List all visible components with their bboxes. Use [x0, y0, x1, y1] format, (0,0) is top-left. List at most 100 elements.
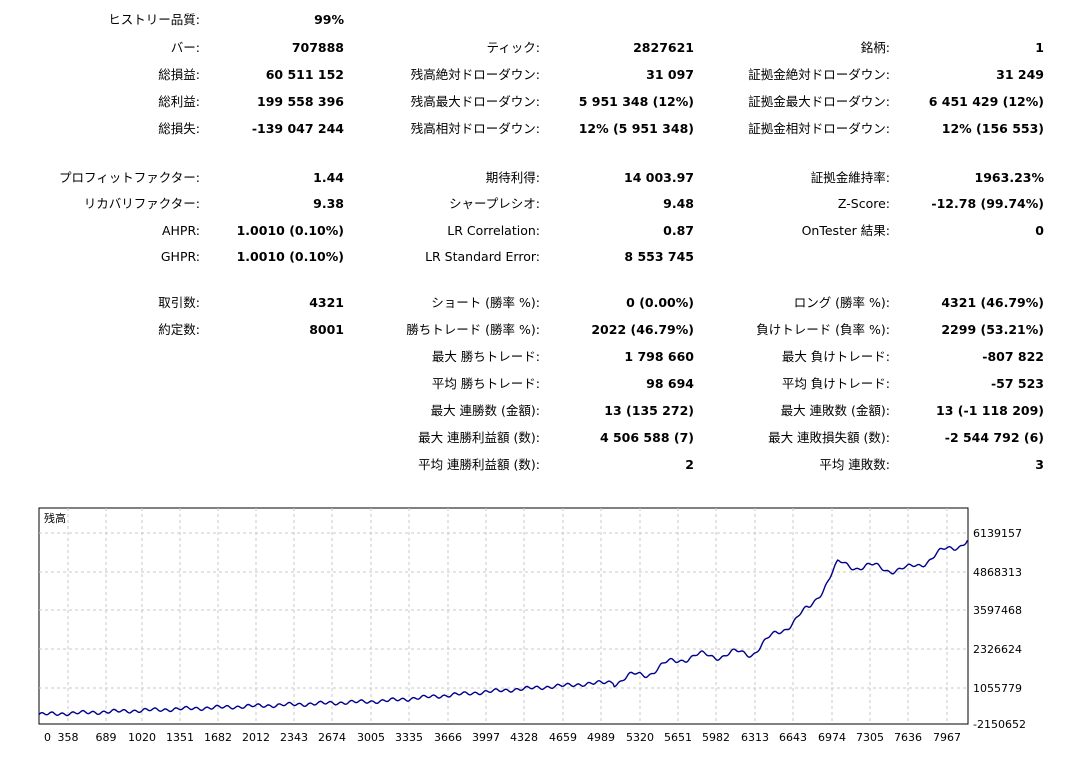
x-tick-label: 5320 — [626, 731, 654, 744]
x-tick-label: 689 — [96, 731, 117, 744]
ticks-value: 2827621 — [633, 40, 694, 55]
chart-frame — [38, 507, 969, 725]
history-quality-label: ヒストリー品質: — [108, 12, 200, 27]
history-quality-value: 99% — [314, 12, 344, 27]
avg-consec-losses-value: 3 — [1035, 457, 1044, 472]
sharpe-ratio-label: シャープレシオ: — [449, 196, 540, 211]
avg-loss-trade-label: 平均 負けトレード: — [781, 376, 890, 391]
avg-consec-losses-label: 平均 連敗数: — [819, 457, 890, 472]
y-tick-label: 4868313 — [973, 566, 1022, 579]
z-score-label: Z-Score: — [837, 196, 890, 211]
profit-trades-label: 勝ちトレード (勝率 %): — [406, 322, 540, 337]
long-trades-label: ロング (勝率 %): — [793, 295, 890, 310]
avg-profit-trade-label: 平均 勝ちトレード: — [431, 376, 540, 391]
expected-payoff-label: 期待利得: — [485, 170, 540, 185]
x-tick-label: 3666 — [434, 731, 462, 744]
x-tick-label: 7967 — [933, 731, 961, 744]
avg-consec-wins-label: 平均 連勝利益額 (数): — [418, 457, 540, 472]
equity-dd-abs-label: 証拠金絶対ドローダウン: — [748, 67, 890, 82]
y-tick-label: 6139157 — [973, 527, 1022, 540]
x-tick-label: 3335 — [395, 731, 423, 744]
x-tick-label: 358 — [58, 731, 79, 744]
ahpr-value: 1.0010 (0.10%) — [236, 223, 344, 238]
lr-std-error-value: 8 553 745 — [624, 249, 694, 264]
profit-factor-label: プロフィットファクター: — [59, 170, 200, 185]
lr-std-error-label: LR Standard Error: — [425, 249, 540, 264]
avg-profit-trade-value: 98 694 — [646, 376, 694, 391]
x-tick-label: 3997 — [472, 731, 500, 744]
expected-payoff-value: 14 003.97 — [624, 170, 694, 185]
symbols-value: 1 — [1035, 40, 1044, 55]
profit-factor-value: 1.44 — [313, 170, 344, 185]
ontester-result-value: 0 — [1035, 223, 1044, 238]
largest-profit-trade-label: 最大 勝ちトレード: — [431, 349, 540, 364]
symbols-label: 銘柄: — [860, 40, 890, 55]
equity-dd-abs-value: 31 249 — [996, 67, 1044, 82]
x-tick-label: 0 — [44, 731, 51, 744]
margin-level-value: 1963.23% — [974, 170, 1044, 185]
x-tick-label: 7305 — [856, 731, 884, 744]
loss-trades-value: 2299 (53.21%) — [941, 322, 1044, 337]
bars-label: バー: — [170, 40, 200, 55]
max-consec-wins-label: 最大 連勝数 (金額): — [430, 403, 540, 418]
y-tick-label: 1055779 — [973, 682, 1022, 695]
net-profit-value: 60 511 152 — [265, 67, 344, 82]
balance-dd-max-label: 残高最大ドローダウン: — [410, 94, 540, 109]
ghpr-label: GHPR: — [160, 249, 200, 264]
x-tick-label: 4328 — [510, 731, 538, 744]
recovery-factor-label: リカバリファクター: — [83, 196, 200, 211]
total-deals-value: 8001 — [309, 322, 344, 337]
max-consec-losses-value: 13 (-1 118 209) — [936, 403, 1044, 418]
x-tick-label: 2343 — [280, 731, 308, 744]
gross-profit-value: 199 558 396 — [257, 94, 344, 109]
max-consec-losses-label: 最大 連敗数 (金額): — [780, 403, 890, 418]
short-trades-label: ショート (勝率 %): — [431, 295, 540, 310]
x-tick-label: 2674 — [318, 731, 346, 744]
equity-dd-rel-value: 12% (156 553) — [941, 121, 1044, 136]
x-tick-label: 1682 — [204, 731, 232, 744]
gross-loss-label: 総損失: — [158, 121, 200, 136]
gross-profit-label: 総利益: — [158, 94, 200, 109]
x-tick-label: 6974 — [818, 731, 846, 744]
balance-dd-max-value: 5 951 348 (12%) — [578, 94, 694, 109]
total-trades-value: 4321 — [309, 295, 344, 310]
y-tick-label: -2150652 — [973, 718, 1026, 731]
long-trades-value: 4321 (46.79%) — [941, 295, 1044, 310]
bars-value: 707888 — [291, 40, 344, 55]
balance-dd-rel-label: 残高相対ドローダウン: — [410, 121, 540, 136]
z-score-value: -12.78 (99.74%) — [931, 196, 1044, 211]
x-tick-label: 5982 — [702, 731, 730, 744]
x-tick-label: 5651 — [664, 731, 692, 744]
total-deals-label: 約定数: — [158, 322, 200, 337]
max-consec-loss-value: -2 544 792 (6) — [944, 430, 1044, 445]
lr-correlation-value: 0.87 — [663, 223, 694, 238]
balance-dd-abs-label: 残高絶対ドローダウン: — [410, 67, 540, 82]
x-tick-label: 1351 — [166, 731, 194, 744]
ticks-label: ティック: — [486, 40, 540, 55]
x-tick-label: 7636 — [894, 731, 922, 744]
balance-series-line — [38, 539, 969, 717]
gross-loss-value: -139 047 244 — [251, 121, 344, 136]
largest-loss-trade-label: 最大 負けトレード: — [781, 349, 890, 364]
x-tick-label: 1020 — [128, 731, 156, 744]
balance-dd-rel-value: 12% (5 951 348) — [578, 121, 694, 136]
profit-trades-value: 2022 (46.79%) — [591, 322, 694, 337]
x-tick-label: 2012 — [242, 731, 270, 744]
y-tick-label: 3597468 — [973, 604, 1022, 617]
max-consec-wins-value: 13 (135 272) — [604, 403, 694, 418]
avg-consec-wins-value: 2 — [685, 457, 694, 472]
loss-trades-label: 負けトレード (負率 %): — [756, 322, 890, 337]
ontester-result-label: OnTester 結果: — [801, 223, 890, 238]
max-consec-profit-value: 4 506 588 (7) — [599, 430, 694, 445]
equity-dd-max-value: 6 451 429 (12%) — [928, 94, 1044, 109]
largest-loss-trade-value: -807 822 — [982, 349, 1044, 364]
x-tick-label: 3005 — [357, 731, 385, 744]
x-tick-label: 4659 — [549, 731, 577, 744]
equity-dd-rel-label: 証拠金相対ドローダウン: — [748, 121, 890, 136]
lr-correlation-label: LR Correlation: — [447, 223, 540, 238]
max-consec-loss-label: 最大 連敗損失額 (数): — [768, 430, 890, 445]
recovery-factor-value: 9.38 — [313, 196, 344, 211]
sharpe-ratio-value: 9.48 — [663, 196, 694, 211]
avg-loss-trade-value: -57 523 — [990, 376, 1044, 391]
